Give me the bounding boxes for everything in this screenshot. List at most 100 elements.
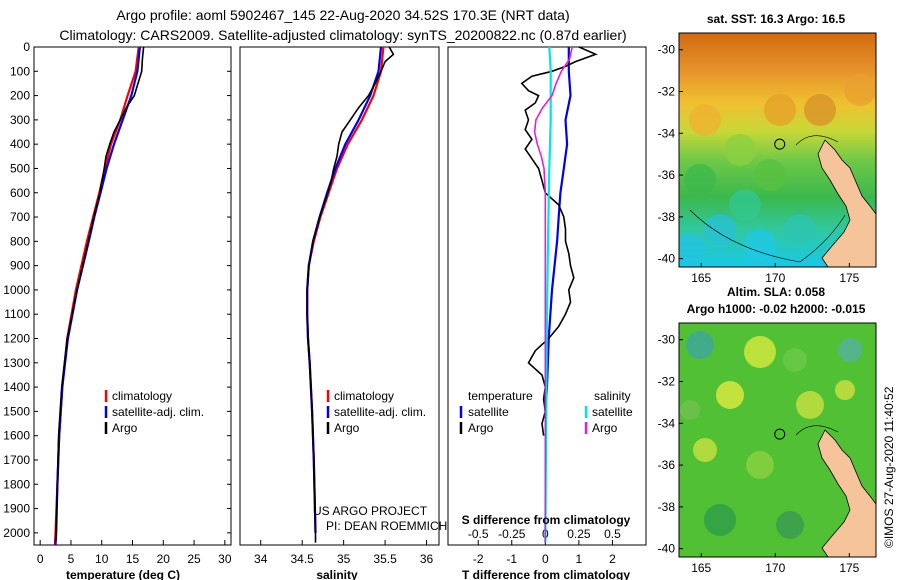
legend-satellite-adj-2: satellite-adj. clim. <box>334 405 426 419</box>
sla-texture <box>776 511 804 539</box>
sst-texture <box>754 159 786 191</box>
x-tick-label: 30 <box>218 552 232 566</box>
difference-legend: temperature satellite Argo salinity sate… <box>459 389 633 435</box>
project-credit: US ARGO PROJECT <box>313 504 428 518</box>
lat-tick-label: -36 <box>658 168 676 182</box>
depth-tick-label: 600 <box>10 186 30 200</box>
sla-texture <box>680 400 700 420</box>
sst-texture <box>729 189 761 221</box>
x-tick-label: 35.5 <box>373 552 397 566</box>
series-line-argo <box>54 46 145 543</box>
depth-tick-label: 800 <box>10 234 30 248</box>
lat-tick-label: -30 <box>658 43 676 57</box>
x-tick-label: 15 <box>126 552 140 566</box>
depth-tick-label: 1100 <box>4 307 30 321</box>
lon-tick-label: 170 <box>765 271 785 285</box>
legend-satellite-adj: satellite-adj. clim. <box>112 405 204 419</box>
sst-map-frame <box>678 32 877 268</box>
depth-tick-label: 400 <box>10 137 30 151</box>
salinity-legend: climatology satellite-adj. clim. Argo <box>326 389 426 435</box>
depth-tick-label: 700 <box>10 210 30 224</box>
temperature-axis-label: temperature (deg C) <box>66 568 180 580</box>
x-tick-label: 35 <box>337 552 351 566</box>
s-diff-tick-label: 0.5 <box>604 527 621 541</box>
lon-tick-label: 165 <box>691 561 711 575</box>
bathymetry-contour <box>689 209 846 263</box>
sst-texture <box>844 74 876 106</box>
depth-tick-label: 1700 <box>3 453 30 467</box>
sla-texture <box>835 380 855 400</box>
series-line-t-argo <box>520 46 598 436</box>
depth-tick-label: 500 <box>10 161 30 175</box>
legend-climatology: climatology <box>112 389 172 403</box>
x-tick-label: 2 <box>609 552 616 566</box>
sla-map-frame <box>678 322 877 558</box>
sla-map-subtitle: Argo h1000: -0.02 h2000: -0.015 <box>687 302 866 316</box>
x-tick-label: 10 <box>95 552 109 566</box>
depth-tick-label: 1300 <box>3 356 30 370</box>
bathymetry-contour-3 <box>795 425 839 436</box>
sla-texture <box>746 451 774 479</box>
lon-tick-label: 175 <box>839 561 859 575</box>
lon-tick-label: 170 <box>765 561 785 575</box>
lat-tick-label: -38 <box>658 500 676 514</box>
sst-map-title: sat. SST: 16.3 Argo: 16.5 <box>707 12 846 26</box>
sla-texture <box>783 348 807 372</box>
s-diff-tick-label: -0.5 <box>468 527 489 541</box>
sst-texture <box>684 164 716 196</box>
lat-tick-label: -34 <box>658 416 676 430</box>
lat-tick-label: -32 <box>658 85 676 99</box>
depth-tick-label: 2000 <box>3 526 30 540</box>
depth-tick-label: 1000 <box>3 283 30 297</box>
title-line-2: Climatology: CARS2009. Satellite-adjuste… <box>59 27 626 43</box>
x-tick-label: 5 <box>68 552 75 566</box>
depth-tick-label: 0 <box>23 40 30 54</box>
sst-texture <box>724 134 756 166</box>
bathymetry-contour-2 <box>795 135 839 146</box>
depth-tick-label: 100 <box>10 64 30 78</box>
series-line-s-satellite <box>544 46 552 543</box>
sst-texture <box>704 214 736 246</box>
x-tick-label: 1 <box>576 552 583 566</box>
lat-tick-label: -30 <box>658 333 676 347</box>
sst-texture <box>679 234 706 266</box>
lat-tick-label: -32 <box>658 375 676 389</box>
imos-watermark: ©IMOS 27-Aug-2020 11:40:52 <box>882 386 896 548</box>
new-zealand-land-2 <box>817 429 876 557</box>
sst-texture <box>764 94 796 126</box>
series-line-argo <box>306 46 395 543</box>
new-zealand-land <box>817 139 876 267</box>
temperature-panel: 0100200300400500600700800900100011001200… <box>3 40 646 580</box>
sla-texture <box>693 438 717 462</box>
sst-texture <box>804 94 836 126</box>
s-difference-axis-label: S difference from climatology <box>462 513 631 527</box>
legend-temperature-heading: temperature <box>468 389 533 403</box>
sst-texture <box>689 104 721 136</box>
lon-tick-label: 175 <box>839 271 859 285</box>
depth-tick-label: 1400 <box>3 380 30 394</box>
temperature-panel-frame <box>33 46 232 546</box>
difference-panel: -2 -1 0 1 2 -0.5 -0.25 0 0.25 0.5 T difference f… <box>447 46 647 580</box>
argo-float-marker <box>774 138 786 150</box>
s-diff-tick-label: -0.25 <box>498 527 526 541</box>
t-difference-axis-label: T difference from climatology <box>462 568 630 580</box>
legend-argo: Argo <box>112 421 138 435</box>
sst-map: sat. SST: 16.3 Argo: 16.5 165 <box>658 12 877 285</box>
legend-t-argo: Argo <box>468 421 494 435</box>
title-line-1: Argo profile: aoml 5902467_145 22-Aug-20… <box>116 7 569 23</box>
sla-texture <box>796 391 824 419</box>
x-tick-label: 0 <box>37 552 44 566</box>
legend-salinity-heading: salinity <box>594 389 631 403</box>
pi-credit: PI: DEAN ROEMMICH <box>326 519 447 533</box>
lat-tick-label: -40 <box>658 542 676 556</box>
x-tick-label: 34.5 <box>291 552 315 566</box>
salinity-axis-label: salinity <box>316 568 358 580</box>
depth-tick-label: 1900 <box>3 502 30 516</box>
depth-tick-label: 1500 <box>3 404 30 418</box>
depth-tick-label: 300 <box>10 113 30 127</box>
depth-tick-label: 200 <box>10 89 30 103</box>
depth-tick-label: 1800 <box>3 477 30 491</box>
sst-texture <box>744 229 776 261</box>
x-tick-label: -1 <box>506 552 517 566</box>
